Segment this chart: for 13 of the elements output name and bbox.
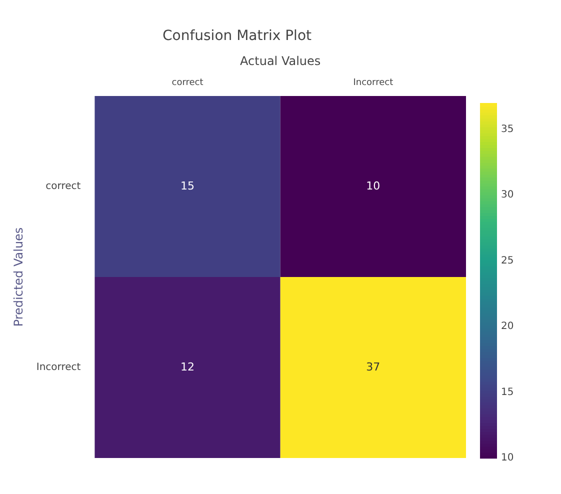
data-label: 15	[180, 179, 195, 192]
color-bar-label: 25	[501, 255, 514, 266]
color-bar-label: 10	[501, 452, 514, 464]
data-label: 37	[366, 360, 380, 374]
data-label: 12	[180, 360, 195, 374]
y-axis-title: Predicted Values	[11, 227, 26, 327]
color-bar-label: 35	[501, 124, 514, 135]
color-bar-label: 20	[501, 321, 514, 332]
data-label: 10	[366, 179, 380, 192]
color-bar-label: 30	[501, 190, 514, 201]
color-bar-label: 15	[501, 386, 514, 398]
x-axis-title: Actual Values	[240, 54, 321, 68]
chart-title: Confusion Matrix Plot	[162, 28, 312, 44]
